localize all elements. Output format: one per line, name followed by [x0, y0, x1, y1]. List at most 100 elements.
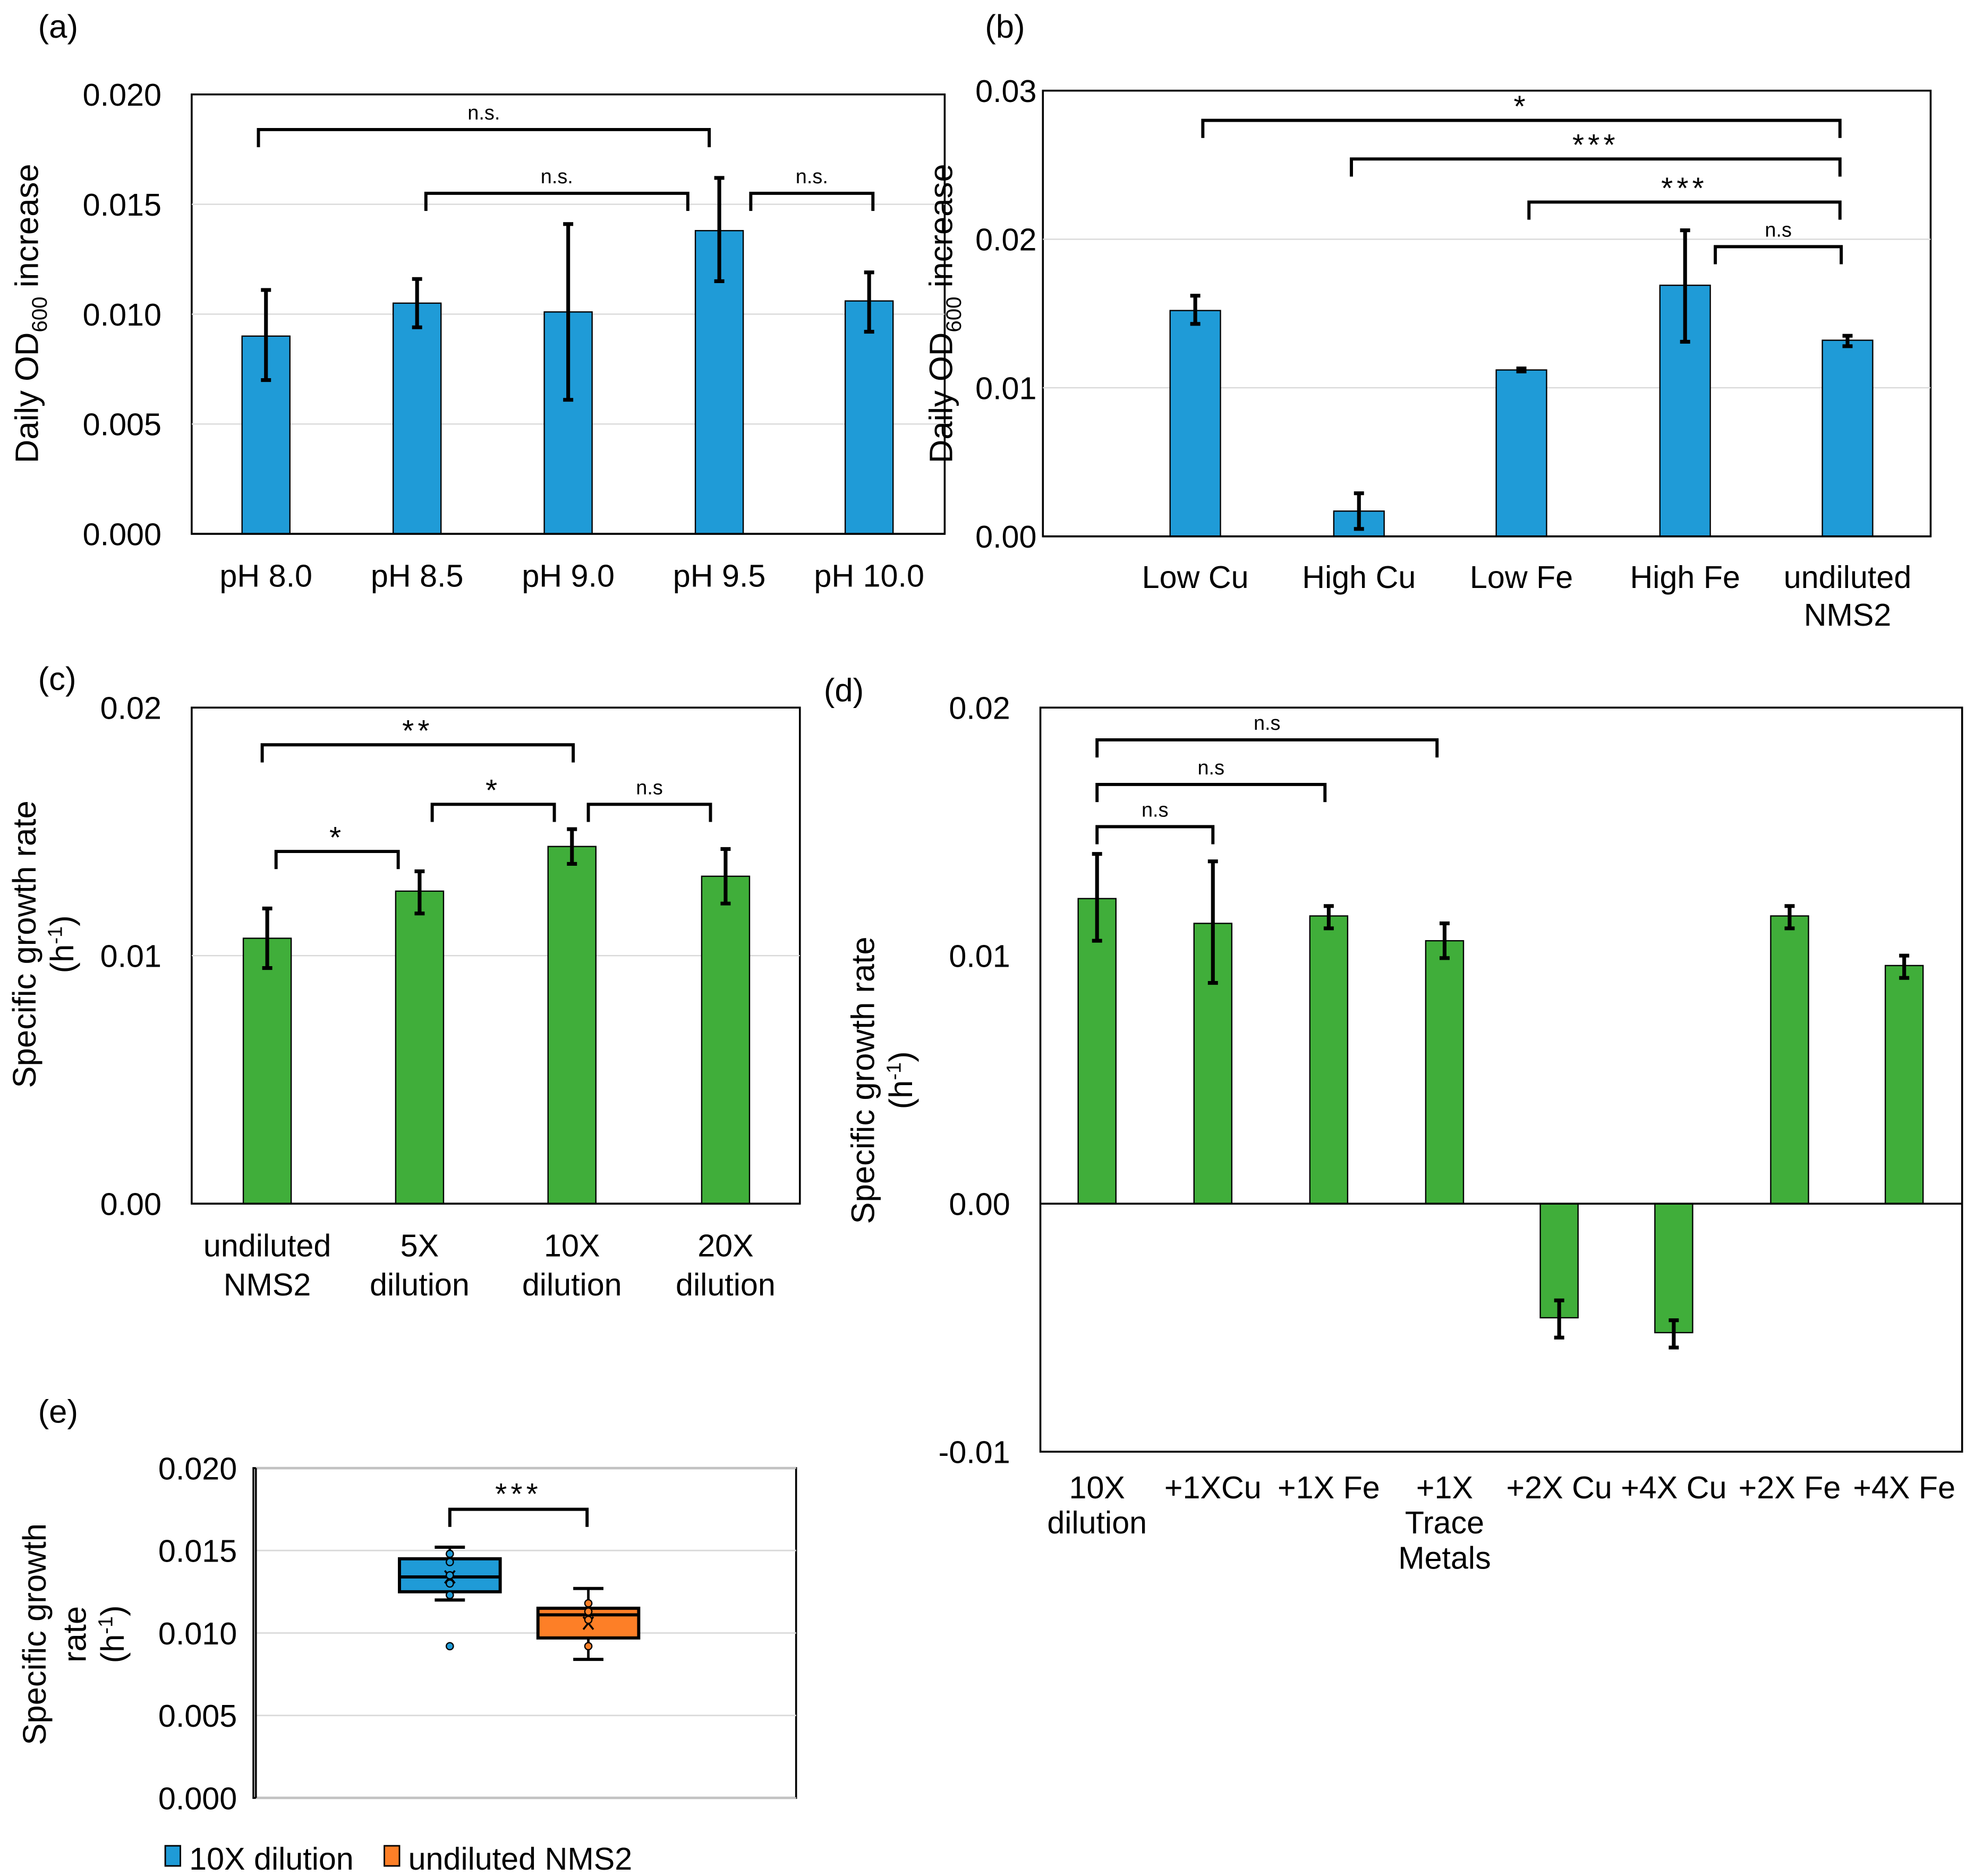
panel-label: (a): [38, 8, 78, 45]
significance-label: n.s.: [541, 166, 573, 188]
significance-label: *: [1513, 90, 1529, 124]
data-point: [584, 1642, 593, 1651]
y-tick-label: 0.015: [83, 187, 161, 223]
y-tick-label: 0.005: [158, 1698, 237, 1734]
x-tick-label: pH 8.0: [219, 558, 312, 594]
y-tick-label: 0.01: [949, 939, 1010, 974]
panel-b: (b) 0.00 0.01 0.02 0.03 Low Cu High Cu Low Fe Hi…: [923, 8, 1932, 633]
y-label-main: Daily OD: [9, 332, 46, 464]
x-tick-label: pH 8.5: [371, 558, 464, 594]
significance-label: *: [486, 773, 501, 807]
bar: [844, 300, 894, 535]
bar: [1169, 310, 1221, 538]
legend-swatch: [164, 1845, 181, 1867]
x-tick-label: 5X: [401, 1228, 439, 1264]
x-tick-label: dilution: [676, 1267, 776, 1302]
y-tick-label: -0.01: [939, 1434, 1010, 1470]
x-tick-label: +4X Cu: [1621, 1470, 1726, 1505]
y-tick-label: 0.03: [975, 73, 1036, 109]
y-tick-label: 0.005: [83, 407, 161, 442]
significance-bracket: [274, 850, 400, 869]
significance-bracket: [1527, 200, 1842, 220]
significance-label: n.s: [1197, 757, 1224, 779]
significance-bracket: [1201, 118, 1842, 138]
significance-label: n.s.: [796, 166, 828, 188]
x-tick-label: undiluted: [203, 1228, 331, 1264]
x-tick-label: High Cu: [1302, 559, 1416, 595]
data-point: [445, 1579, 454, 1588]
significance-label: n.s: [1142, 799, 1169, 821]
y-label-suffix: increase: [923, 164, 960, 296]
significance-label: n.s: [1254, 712, 1281, 735]
bar: [1654, 1203, 1693, 1334]
significance-bracket: [749, 191, 875, 211]
y-label-suffix: increase: [9, 164, 46, 296]
bar: [395, 890, 445, 1205]
y-tick-label: 0.02: [949, 690, 1010, 726]
bar: [392, 302, 442, 535]
y-axis-unit: (h-1): [883, 1051, 920, 1109]
x-tick-label: +1X Fe: [1278, 1470, 1380, 1505]
significance-label: n.s.: [467, 102, 500, 124]
y-label-subscript: 600: [942, 296, 966, 332]
significance-label: ***: [1661, 171, 1708, 205]
x-tick-label: 10X: [544, 1228, 600, 1264]
x-tick-label: 20X: [697, 1228, 753, 1264]
y-tick-label: 0.02: [975, 222, 1036, 258]
x-tick-label: +2X Cu: [1506, 1470, 1612, 1505]
x-tick-label: pH 9.5: [673, 558, 766, 594]
bar: [1309, 915, 1349, 1205]
superscript: -1: [95, 1616, 117, 1634]
y-axis-unit: (h-1): [95, 1605, 131, 1663]
y-axis-unit: (h-1): [44, 915, 81, 973]
significance-bracket: [430, 803, 556, 822]
significance-bracket: [1095, 738, 1439, 758]
data-point: [584, 1615, 593, 1624]
data-point: [584, 1607, 593, 1616]
y-tick-label: 0.020: [83, 77, 161, 113]
unit-close: ): [883, 1051, 920, 1062]
significance-bracket: [448, 1507, 589, 1527]
x-tick-label: undiluted: [1784, 559, 1912, 595]
significance-bracket: [260, 743, 575, 763]
y-axis-label-line2: rate: [57, 1606, 93, 1662]
x-tick-label: dilution: [1047, 1505, 1147, 1540]
panel-label: (d): [824, 672, 864, 709]
x-tick-label: +4X Fe: [1853, 1470, 1955, 1505]
y-tick-label: 0.01: [100, 939, 161, 974]
significance-bracket: [1095, 825, 1215, 845]
plot-area: [1039, 706, 1963, 1453]
panel-e: (e) 0.000 0.005 0.010 0.015 0.020 10X dilution…: [16, 1394, 797, 1876]
data-point: [584, 1599, 593, 1608]
significance-label: *: [329, 821, 345, 855]
x-tick-label: Trace: [1405, 1505, 1484, 1540]
y-label-subscript: 600: [28, 296, 52, 332]
superscript: -1: [883, 1062, 905, 1080]
superscript: -1: [45, 926, 67, 944]
y-axis-label: Specific growth: [16, 1523, 53, 1745]
panel-a: (a) 0.000 0.005 0.010 0.015 0.020 pH 8.0 pH 8.5…: [9, 8, 946, 594]
x-tick-label: NMS2: [224, 1267, 311, 1302]
bar: [1425, 940, 1465, 1205]
y-tick-label: 0.00: [949, 1187, 1010, 1222]
bar: [701, 875, 751, 1205]
data-point: [445, 1591, 454, 1599]
panel-label: (c): [38, 661, 76, 697]
bar: [1495, 369, 1547, 538]
bar: [1077, 898, 1117, 1205]
panel-label: (b): [985, 8, 1025, 45]
significance-bracket: [1350, 157, 1842, 177]
x-tick-label: +1X: [1416, 1470, 1473, 1505]
y-tick-label: 0.015: [158, 1533, 237, 1569]
significance-bracket: [257, 128, 711, 148]
y-tick-label: 0.00: [100, 1187, 161, 1222]
x-tick-label: NMS2: [1804, 597, 1892, 633]
y-tick-label: 0.010: [83, 297, 161, 332]
bar: [547, 846, 597, 1205]
y-tick-label: 0.01: [975, 370, 1036, 406]
significance-label: **: [402, 714, 433, 748]
legend-label: undiluted NMS2: [408, 1841, 633, 1876]
x-tick-label: Low Fe: [1470, 559, 1573, 595]
x-tick-label: pH 10.0: [814, 558, 924, 594]
